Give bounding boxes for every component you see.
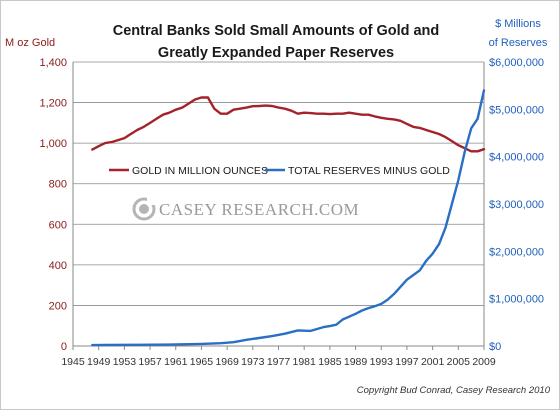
y-left-tick-label: 200 — [49, 300, 67, 312]
x-tick-label: 1973 — [241, 356, 265, 368]
x-tick-label: 2009 — [472, 356, 496, 368]
axes — [72, 62, 485, 350]
y-left-tick-label: 800 — [49, 179, 67, 191]
y-left-tick-label: 1,200 — [39, 98, 67, 110]
x-tick-label: 1965 — [190, 356, 214, 368]
y-right-tick-labels: $0 $1,000,000 $2,000,000 $3,000,000 $4,000,0… — [489, 57, 544, 353]
series-lines — [91, 89, 486, 347]
x-tick-label: 1961 — [164, 356, 188, 368]
x-tick-label: 2005 — [447, 356, 471, 368]
x-tick-label: 1953 — [113, 356, 137, 368]
y-right-tick-label: $1,000,000 — [489, 294, 544, 306]
y-left-axis-label: M oz Gold — [5, 37, 55, 49]
y-right-axis-label-line-1: $ Millions — [495, 18, 541, 30]
x-tick-label: 1945 — [61, 356, 85, 368]
x-tick-label: 1981 — [293, 356, 317, 368]
y-right-tick-label: $6,000,000 — [489, 57, 544, 69]
gridlines — [73, 61, 484, 306]
x-tick-label: 1949 — [87, 356, 111, 368]
chart-title-line-2: Greatly Expanded Paper Reserves — [158, 45, 394, 61]
x-tick-label: 1993 — [370, 356, 394, 368]
y-right-tick-label: $5,000,000 — [489, 104, 544, 116]
y-right-tick-label: $4,000,000 — [489, 152, 544, 164]
watermark-text: CASEY RESEARCH.COM — [159, 200, 359, 219]
x-tick-label: 1989 — [344, 356, 368, 368]
series-line-gold — [91, 96, 486, 153]
series-line-reserves — [91, 89, 486, 347]
x-tick-label: 1969 — [215, 356, 239, 368]
y-left-tick-label: 1,000 — [39, 138, 67, 150]
y-left-tick-label: 0 — [61, 341, 67, 353]
legend-label-gold: GOLD IN MILLION OUNCES — [132, 165, 268, 177]
chart-title-line-1: Central Banks Sold Small Amounts of Gold… — [113, 23, 440, 39]
x-tick-label: 2001 — [421, 356, 445, 368]
y-right-tick-label: $3,000,000 — [489, 199, 544, 211]
legend: GOLD IN MILLION OUNCES TOTAL RESERVES MI… — [109, 165, 450, 177]
y-left-tick-labels: 0 200 400 600 800 1,000 1,200 1,400 — [39, 57, 67, 353]
x-tick-label: 1997 — [395, 356, 419, 368]
x-tick-labels: 1945 1949 1953 1957 1961 1965 1969 1973 1977 1981… — [61, 356, 496, 368]
casey-logo-icon — [132, 196, 156, 221]
x-tick-label: 1977 — [267, 356, 291, 368]
copyright-text: Copyright Bud Conrad, Casey Research 201… — [357, 385, 551, 396]
y-right-tick-label: $2,000,000 — [489, 246, 544, 258]
y-left-tick-label: 400 — [49, 260, 67, 272]
watermark: CASEY RESEARCH.COM — [132, 196, 359, 221]
y-left-tick-label: 1,400 — [39, 57, 67, 69]
y-left-tick-label: 600 — [49, 219, 67, 231]
x-tick-label: 1957 — [138, 356, 162, 368]
x-tick-label: 1985 — [318, 356, 342, 368]
y-right-axis-label-line-2: of Reserves — [489, 37, 548, 49]
legend-label-reserves: TOTAL RESERVES MINUS GOLD — [288, 165, 450, 177]
y-right-tick-label: $0 — [489, 341, 501, 353]
